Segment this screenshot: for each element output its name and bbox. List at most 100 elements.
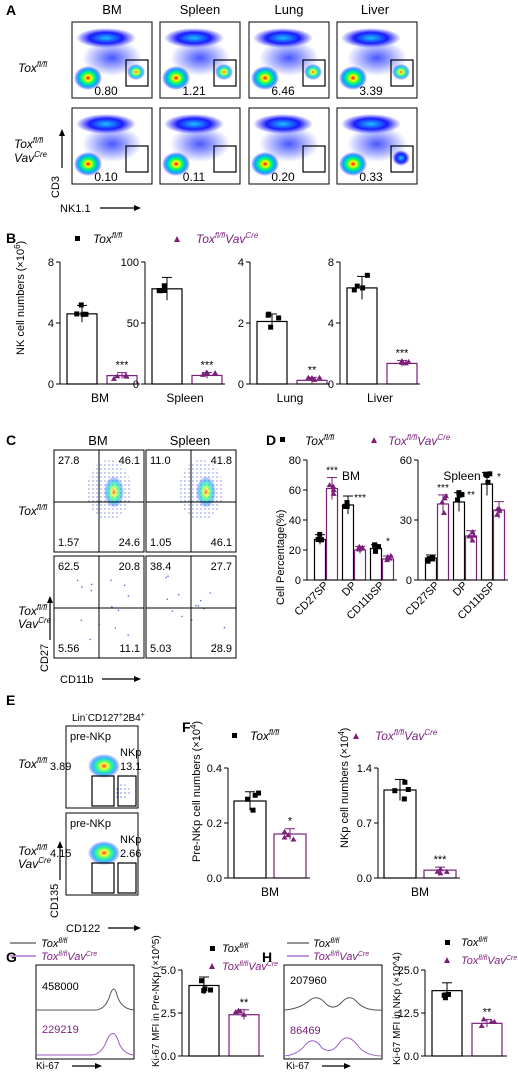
hChart-wt-bar <box>431 990 463 1057</box>
f-0-tick-label: 0.0 <box>207 873 222 885</box>
d-category-label: DP <box>451 580 470 599</box>
gChart-ko-point <box>240 1011 247 1017</box>
c-event-dot <box>110 579 112 581</box>
d-wt-point <box>456 490 462 496</box>
gate-frequency: 1.21 <box>182 84 206 98</box>
d-ko-bar <box>381 558 395 581</box>
d-ko-point <box>387 552 394 558</box>
b-wt-point <box>80 311 86 317</box>
c-event-dot <box>195 604 197 607</box>
h-histogram-frame <box>283 964 383 1060</box>
e-gate-label-prenkp: pre-NKp <box>70 731 111 743</box>
c-quad-ul: 62.5 <box>58 561 79 573</box>
g-axis-label-ki67: Ki-67 <box>36 1061 60 1072</box>
d-ko-point <box>494 506 501 512</box>
flow-plot-1-2: 0.20 <box>248 107 330 185</box>
e-axis-arrow-y-head <box>57 841 63 848</box>
b-category-label: BM <box>91 391 109 405</box>
b-y-axis-label: NK cell numbers (×106) <box>13 241 27 355</box>
f-wt-point <box>402 779 408 785</box>
panel-d: D Toxfl/fl Toxfl/flVavCre Cell Percentag… <box>266 432 508 622</box>
h-bar-legend-ko: Toxfl/flVavCre <box>461 955 517 967</box>
legend-wt-d: Toxfl/fl <box>305 433 334 448</box>
gChart-ko-bar <box>228 1014 260 1057</box>
legend-ko-marker-b <box>174 236 180 242</box>
row-label-wt: Toxfl/fl <box>18 60 47 75</box>
d-0-tick-label: 80 <box>289 455 301 467</box>
panel-letter-b: B <box>6 230 16 246</box>
b-wt-point <box>161 283 167 289</box>
c-event-dot <box>127 634 129 636</box>
d-wt-point <box>487 471 493 477</box>
h-mfi-ko: 86469 <box>290 1025 321 1037</box>
gChart-tick-label: 2.5 <box>161 1008 176 1020</box>
c-event-dot <box>166 598 168 601</box>
d-wt-bar <box>313 538 327 581</box>
row-label-ko: Toxfl/fl VavCre <box>14 132 48 165</box>
gChart-wt-point <box>199 978 205 984</box>
f-category-label: BM <box>411 885 429 899</box>
c-quad-ul: 27.8 <box>58 455 79 467</box>
b-wt-point <box>266 311 272 317</box>
c-plot-1-1: 38.4 27.7 5.03 28.9 <box>145 555 237 659</box>
b-wt-point <box>162 288 168 294</box>
gChart-ko-point <box>232 1009 239 1015</box>
c-axis-label-cd27: CD27 <box>39 644 51 672</box>
nk-gate <box>213 59 237 87</box>
e-density-main <box>88 841 120 865</box>
b-ko-point <box>114 373 121 379</box>
panel-letter-h: H <box>262 949 272 965</box>
g-legend-wt: Toxfl/fl <box>41 938 68 950</box>
density-spread <box>170 126 230 162</box>
nk-gate <box>213 145 237 173</box>
d-ko-bar <box>325 487 339 581</box>
nk-gate <box>302 145 326 173</box>
d-ko-bar <box>353 549 367 581</box>
d-0-tick-label: 60 <box>289 485 301 497</box>
e-density-nkp <box>114 784 130 800</box>
d-ko-point <box>441 510 448 516</box>
b-chart-spleen: 0 50 100 *** Spleen <box>121 257 225 405</box>
d-ko-point <box>441 495 448 501</box>
f-0-tick-label: 0.4 <box>207 763 222 775</box>
density-double-neg <box>74 152 102 176</box>
d-ko-point <box>439 499 446 505</box>
b-significance: ** <box>308 364 317 376</box>
b-category-label: Lung <box>277 391 304 405</box>
d-wt-bar <box>480 483 494 581</box>
g-legend-wt-marker <box>210 946 215 951</box>
d-wt-point <box>426 556 432 562</box>
d-category-label: DP <box>340 580 359 599</box>
c-event-dot <box>80 619 83 622</box>
f-wt-point <box>392 788 398 794</box>
f-ko-point <box>437 870 444 876</box>
f-ko-bar <box>273 833 307 879</box>
b-category-label: Spleen <box>166 391 203 405</box>
hChart-tick-label: 25.0 <box>398 965 419 977</box>
g-legend-ko-marker <box>209 963 215 969</box>
d-0-tick-label: 40 <box>289 515 301 527</box>
b-0-tick-label: 4 <box>48 318 54 330</box>
b-wt-point <box>276 315 282 321</box>
c-col-title-spleen: Spleen <box>170 433 210 448</box>
c-row-label-ko: Toxfl/fl VavCre <box>18 599 52 631</box>
d-1-tick-label: 60 <box>400 455 412 467</box>
f-ko-point <box>285 832 292 838</box>
density-double-neg <box>162 66 190 90</box>
f-y-axis-label-prenkp: Pre-NKp cell numbers (×104) <box>189 721 203 862</box>
flow-plot-1-0: 0.10 <box>71 107 153 185</box>
density-spread <box>347 40 407 76</box>
d-ko-bar <box>436 503 450 581</box>
d-significance: ** <box>467 490 475 501</box>
f-wt-point <box>250 807 256 813</box>
nk-gate <box>125 145 149 173</box>
d-chart-title: Spleen <box>443 469 480 483</box>
density-double-neg <box>162 152 190 176</box>
c-event-dot <box>89 638 91 641</box>
b-ko-point <box>204 370 211 376</box>
e-density-main <box>88 754 120 778</box>
d-significance: *** <box>437 483 449 494</box>
f-wt-point <box>401 796 407 802</box>
